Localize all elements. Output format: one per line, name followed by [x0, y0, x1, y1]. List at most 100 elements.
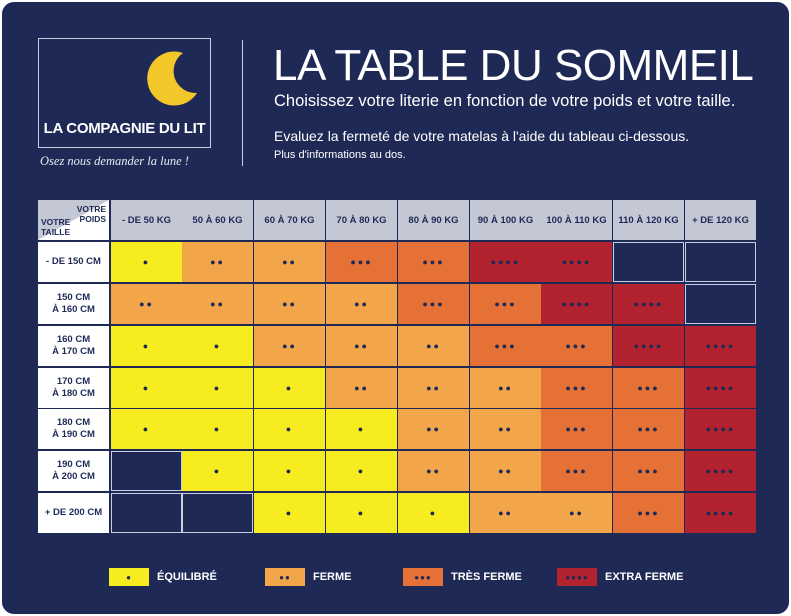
- grid-cell-level-1: ●: [182, 368, 253, 408]
- brand-logo: LA COMPAGNIE DU LIT: [38, 38, 211, 148]
- grid-cell-level-2: ●●: [182, 242, 253, 282]
- weight-column-header: + DE 120 KG: [685, 200, 756, 240]
- height-row-header: + DE 200 CM: [38, 493, 109, 533]
- grid-cell-level-2: ●●: [326, 368, 397, 408]
- height-row-header: 150 CM À 160 CM: [38, 284, 109, 324]
- grid-cell-level-3: ●●●: [613, 368, 684, 408]
- grid-cell-level-2: ●●: [398, 451, 469, 491]
- grid-cell-level-2: ●●: [326, 284, 397, 324]
- grid-cell-level-3: ●●●: [541, 451, 612, 491]
- grid-cell-level-1: ●: [111, 326, 182, 366]
- grid-cell-level-3: ●●●: [541, 409, 612, 449]
- weight-column-header: 110 À 120 KG: [613, 200, 684, 240]
- grid-cell-level-1: ●: [111, 409, 182, 449]
- weight-column-header: 70 À 80 KG: [326, 200, 397, 240]
- grid-cell-level-3: ●●●: [398, 284, 469, 324]
- grid-cell-level-1: ●: [254, 493, 325, 533]
- grid-cell-level-2: ●●: [254, 242, 325, 282]
- grid-cell-level-1: ●: [254, 409, 325, 449]
- grid-cell-level-1: ●: [182, 409, 253, 449]
- grid-cell-empty: [182, 493, 253, 533]
- instruction-text: Evaluez la fermeté de votre matelas à l'…: [274, 128, 690, 144]
- grid-cell-level-4: ●●●●: [685, 368, 756, 408]
- grid-cell-level-3: ●●●: [326, 242, 397, 282]
- legend-swatch: ●●: [265, 568, 305, 586]
- grid-cell-empty: [685, 242, 756, 282]
- grid-cell-empty: [613, 242, 684, 282]
- corner-diagonal: [38, 200, 109, 240]
- grid-cell-empty: [111, 451, 182, 491]
- weight-column-header: - DE 50 KG: [111, 200, 182, 240]
- brand-tagline: Osez nous demander la lune !: [40, 154, 189, 168]
- grid-cell-level-2: ●●: [182, 284, 253, 324]
- moon-icon: [147, 51, 197, 106]
- grid-cell-level-2: ●●: [398, 409, 469, 449]
- grid-cell-level-2: ●●: [470, 368, 541, 408]
- grid-cell-level-4: ●●●●: [541, 242, 612, 282]
- grid-cell-level-1: ●: [182, 451, 253, 491]
- grid-cell-level-1: ●: [398, 493, 469, 533]
- legend-label: ÉQUILIBRÉ: [157, 571, 217, 583]
- grid-cell-level-3: ●●●: [541, 368, 612, 408]
- grid-cell-level-1: ●: [326, 493, 397, 533]
- grid-cell-level-2: ●●: [254, 326, 325, 366]
- legend-label: TRÈS FERME: [451, 571, 522, 583]
- firmness-grid: VOTRE POIDS VOTRE TAILLE - DE 50 KG 50 À …: [38, 200, 756, 533]
- grid-cell-level-3: ●●●: [541, 326, 612, 366]
- grid-cell-level-2: ●●: [254, 284, 325, 324]
- grid-cell-level-1: ●: [111, 368, 182, 408]
- height-row-header: 180 CM À 190 CM: [38, 409, 109, 449]
- grid-cell-level-4: ●●●●: [685, 451, 756, 491]
- grid-cell-level-2: ●●: [398, 326, 469, 366]
- grid-cell-level-2: ●●: [541, 493, 612, 533]
- grid-cell-level-3: ●●●: [613, 409, 684, 449]
- page-subtitle: Choisissez votre literie en fonction de …: [274, 92, 736, 110]
- grid-cell-level-2: ●●: [111, 284, 182, 324]
- grid-cell-level-2: ●●: [326, 326, 397, 366]
- grid-cell-level-1: ●: [111, 242, 182, 282]
- page-title: LA TABLE DU SOMMEIL: [273, 41, 754, 90]
- weight-column-header: 90 À 100 KG: [470, 200, 541, 240]
- grid-cell-level-3: ●●●: [470, 284, 541, 324]
- height-row-header: 190 CM À 200 CM: [38, 451, 109, 491]
- grid-cell-empty: [111, 493, 182, 533]
- grid-cell-level-2: ●●: [470, 493, 541, 533]
- grid-cell-level-1: ●: [326, 409, 397, 449]
- grid-cell-level-4: ●●●●: [685, 493, 756, 533]
- grid-cell-level-1: ●: [254, 451, 325, 491]
- grid-cell-level-2: ●●: [398, 368, 469, 408]
- grid-cell-level-4: ●●●●: [685, 409, 756, 449]
- height-row-header: 170 CM À 180 CM: [38, 368, 109, 408]
- grid-cell-level-4: ●●●●: [613, 326, 684, 366]
- legend-swatch: ●: [109, 568, 149, 586]
- height-row-header: 160 CM À 170 CM: [38, 326, 109, 366]
- weight-column-header: 60 À 70 KG: [254, 200, 325, 240]
- grid-cell-level-2: ●●: [470, 451, 541, 491]
- corner-weight-label: VOTRE POIDS: [76, 204, 106, 224]
- grid-cell-level-3: ●●●: [398, 242, 469, 282]
- grid-cell-level-1: ●: [254, 368, 325, 408]
- grid-cell-level-3: ●●●: [613, 493, 684, 533]
- grid-cell-level-2: ●●: [470, 409, 541, 449]
- grid-cell-level-3: ●●●: [470, 326, 541, 366]
- legend-label: FERME: [313, 571, 352, 583]
- legend-swatch: ●●●●: [557, 568, 597, 586]
- grid-cell-empty: [685, 284, 756, 324]
- grid-cell-level-4: ●●●●: [613, 284, 684, 324]
- height-row-header: - DE 150 CM: [38, 242, 109, 282]
- grid-cell-level-1: ●: [326, 451, 397, 491]
- grid-cell-level-4: ●●●●: [470, 242, 541, 282]
- grid-cell-level-4: ●●●●: [541, 284, 612, 324]
- header-divider: [242, 40, 243, 166]
- weight-column-header: 100 À 110 KG: [541, 200, 612, 240]
- more-info-text: Plus d'informations au dos.: [274, 149, 406, 161]
- brand-name: LA COMPAGNIE DU LIT: [43, 120, 206, 137]
- legend-swatch: ●●●: [403, 568, 443, 586]
- grid-cell-level-3: ●●●: [613, 451, 684, 491]
- legend-label: EXTRA FERME: [605, 571, 684, 583]
- weight-column-header: 80 À 90 KG: [398, 200, 469, 240]
- corner-height-label: VOTRE TAILLE: [41, 217, 71, 237]
- grid-cell-level-1: ●: [182, 326, 253, 366]
- grid-cell-level-4: ●●●●: [685, 326, 756, 366]
